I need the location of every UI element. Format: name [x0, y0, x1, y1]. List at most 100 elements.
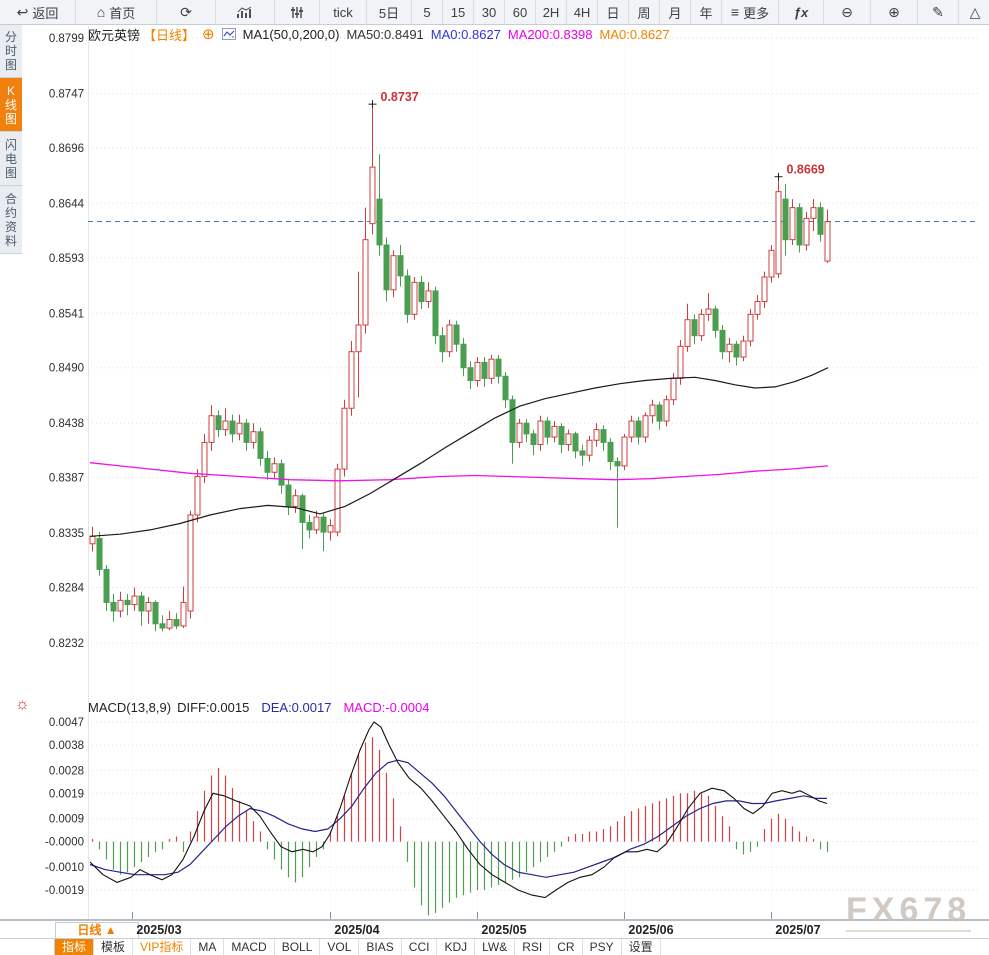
tab-bar-spacer [0, 939, 55, 955]
toolbar-item-indicator-sliders[interactable] [275, 0, 320, 24]
toolbar-item-period-day[interactable]: 日 [598, 0, 629, 24]
zoom-in-icon: ⊕ [888, 4, 900, 20]
sidebar-item-contract-info[interactable]: 合约资料 [0, 186, 22, 254]
toolbar-item-period-30[interactable]: 30 [474, 0, 505, 24]
toolbar-item-fx[interactable]: ƒx [779, 0, 824, 24]
tab-macd[interactable]: MACD [224, 939, 275, 955]
sidebar-item-lightning[interactable]: 闪电图 [0, 132, 22, 186]
price-annotations: 0.8737 0.8669 [368, 90, 825, 181]
toolbar-item-tick[interactable]: tick [320, 0, 367, 24]
main-y-tick: 0.8644 [49, 198, 85, 210]
main-chart-header: 欧元英镑 【日线】 ⊕ MA1(50,0,200,0) MA50:0.8491 … [88, 25, 670, 43]
fx678-watermark: FX678 [846, 890, 972, 932]
tab-boll[interactable]: BOLL [275, 939, 321, 955]
add-indicator-icon[interactable]: ⊕ [202, 25, 215, 43]
back-icon: ↩ [16, 4, 29, 20]
toolbar-item-label: 15 [450, 4, 466, 20]
toolbar-item-label: 日 [606, 5, 620, 21]
tab-ma[interactable]: MA [191, 939, 225, 955]
dea-line [89, 759, 827, 878]
toolbar-item-label: 月 [668, 5, 682, 21]
ma-settings-label: MA1(50,0,200,0) [242, 26, 340, 42]
draw-icon: ✎ [932, 4, 944, 20]
macd-header: MACD(13,8,9) DIFF:0.0015 DEA:0.0017 MACD… [88, 700, 429, 715]
toolbar-item-home[interactable]: ⌂ 首页 [76, 0, 157, 24]
period-label: 【日线】 [143, 27, 196, 43]
toolbar-item-period-week[interactable]: 周 [629, 0, 660, 24]
toolbar-item-zoom-in[interactable]: ⊕ [871, 0, 918, 24]
tab-vol[interactable]: VOL [320, 939, 360, 955]
main-y-tick: 0.8541 [49, 308, 84, 320]
indicator-sliders-icon [290, 6, 304, 19]
high-annotation: 0.8669 [787, 163, 825, 177]
tab-kdj[interactable]: KDJ [437, 939, 476, 955]
tab-lw[interactable]: LW& [475, 939, 516, 955]
toolbar-item-period-15[interactable]: 15 [443, 0, 474, 24]
toolbar-item-period-5d[interactable]: 5日 [367, 0, 412, 24]
refresh-icon: ⟳ [180, 4, 192, 20]
diff-line [89, 721, 828, 899]
main-y-tick: 0.8799 [49, 33, 84, 45]
diff-value: DIFF:0.0015 [177, 700, 250, 715]
main-y-tick: 0.8284 [49, 583, 85, 595]
home-icon: ⌂ [96, 4, 106, 20]
toolbar-item-label: 首页 [109, 5, 136, 21]
toolbar-item-period-year[interactable]: 年 [691, 0, 722, 24]
toolbar-item-zoom-out[interactable]: ⊖ [824, 0, 871, 24]
symbol-name: 欧元英镑 [88, 27, 141, 43]
toolbar-item-more[interactable]: ≡ 更多 [722, 0, 779, 24]
tab-bias[interactable]: BIAS [359, 939, 402, 955]
x-axis-month-label: 2025/05 [481, 923, 527, 937]
x-axis-month-label: 2025/03 [136, 923, 182, 937]
high-annotation: 0.8737 [381, 90, 419, 104]
toolbar-item-label: 30 [481, 4, 497, 20]
toolbar-item-line-chart[interactable] [216, 0, 275, 24]
macd-y-tick: 0.0038 [49, 740, 84, 752]
macd-settings-label: MACD(13,8,9) [88, 700, 172, 715]
toolbar-item-label: 5日 [378, 5, 400, 21]
toolbar-item-label: 年 [699, 5, 713, 21]
candles-layer [89, 104, 831, 632]
toolbar-item-refresh[interactable]: ⟳ [157, 0, 216, 24]
toolbar-item-label: 4H [573, 4, 591, 20]
macd-gridlines: 0.0047 0.0038 0.0028 0.0019 0.0009 -0.0000 -0.… [45, 717, 978, 897]
ma200-value: MA200:0.8398 [507, 26, 593, 42]
mini-chart-icon[interactable] [221, 28, 236, 40]
toolbar-item-draw[interactable]: ✎ [918, 0, 959, 24]
macd-value: MACD:-0.0004 [343, 700, 430, 715]
indicator-settings-sun-icon[interactable]: ☼ [15, 696, 30, 713]
ma50-layer [89, 367, 829, 537]
ma50-line [89, 367, 829, 537]
tab-cr[interactable]: CR [550, 939, 583, 955]
toolbar-item-period-60[interactable]: 60 [505, 0, 536, 24]
macd-y-tick: -0.0010 [45, 862, 84, 874]
toolbar-item-period-month[interactable]: 月 [660, 0, 691, 24]
toolbar-item-label: 2H [542, 4, 560, 20]
tab-cci[interactable]: CCI [402, 939, 438, 955]
toolbar-item-triangle-up[interactable]: △ [959, 0, 989, 24]
toolbar-item-period-4h[interactable]: 4H [567, 0, 598, 24]
tab-vip-indicators[interactable]: VIP指标 [133, 939, 192, 955]
x-axis-row: 日线 ▲ 2025/03 2025/04 2025/05 2025/06 2025/07 [0, 920, 989, 939]
tab-indicators[interactable]: 指标 [55, 939, 95, 955]
toolbar-item-label: 更多 [743, 5, 770, 21]
x-axis-month-label: 2025/06 [628, 923, 674, 937]
tab-psy[interactable]: PSY [583, 939, 622, 955]
tab-rsi[interactable]: RSI [515, 939, 551, 955]
macd-histogram [91, 737, 829, 916]
tab-templates[interactable]: 模板 [94, 939, 134, 955]
tab-settings[interactable]: 设置 [622, 939, 661, 955]
line-chart-icon [237, 6, 253, 19]
toolbar-item-label: ƒx [793, 4, 809, 20]
sidebar-item-time-share[interactable]: 分时图 [0, 24, 22, 78]
toolbar-item-back[interactable]: ↩ 返回 [0, 0, 76, 24]
toolbar-item-period-2h[interactable]: 2H [536, 0, 567, 24]
ma200-layer [89, 462, 829, 482]
toolbar-item-label: tick [333, 4, 353, 20]
toolbar-item-label: 返回 [32, 5, 59, 21]
toolbar-item-period-5[interactable]: 5 [412, 0, 443, 24]
